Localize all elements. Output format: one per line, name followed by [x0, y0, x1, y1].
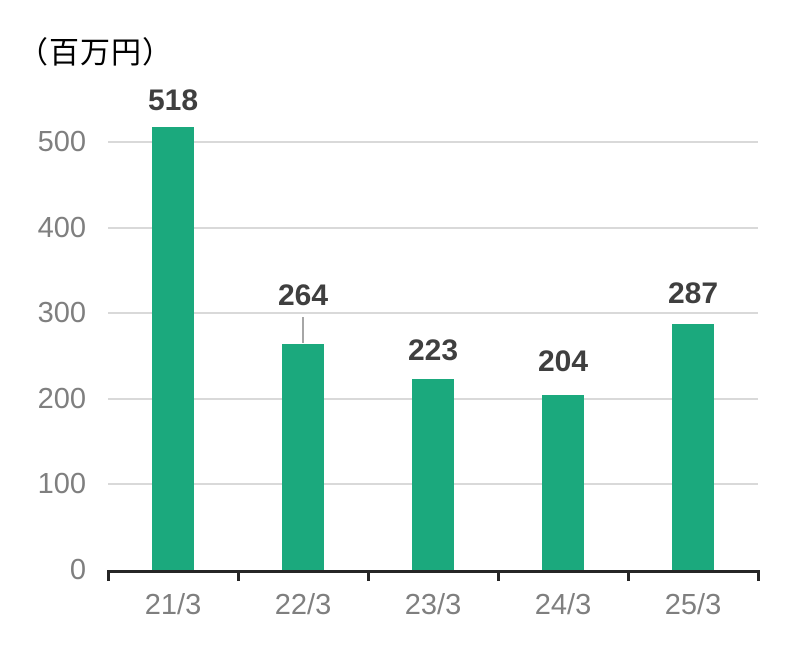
y-axis-label-400: 400	[37, 211, 86, 244]
bar-21-3	[152, 126, 194, 570]
label-leader-line	[302, 317, 304, 344]
x-axis-tick-3	[496, 570, 500, 581]
x-axis-tick-2	[366, 570, 370, 581]
data-label-22-3: 264	[277, 279, 329, 313]
x-axis-tick-0	[106, 570, 110, 581]
x-axis-line	[108, 570, 758, 573]
gridline-300	[108, 312, 758, 315]
y-axis-label-100: 100	[37, 468, 86, 501]
x-axis-label-22-3: 22/3	[274, 589, 332, 621]
x-axis-tick-1	[236, 570, 240, 581]
x-axis-label-23-3: 23/3	[404, 589, 462, 621]
x-axis-label-24-3: 24/3	[534, 589, 592, 621]
y-axis-label-200: 200	[37, 382, 86, 415]
y-axis-label-500: 500	[37, 126, 86, 158]
chart-title: （百万円）	[18, 37, 173, 70]
data-label-24-3: 204	[537, 345, 589, 379]
y-axis-label-0: 0	[69, 554, 86, 586]
bar-24-3	[542, 395, 584, 570]
x-axis-tick-4	[626, 570, 630, 581]
data-label-23-3: 223	[407, 334, 459, 368]
bar-22-3	[282, 344, 324, 570]
bar-25-3	[672, 324, 714, 570]
gridline-400	[108, 226, 758, 229]
y-axis-label-300: 300	[37, 297, 86, 330]
gridline-500	[108, 141, 758, 143]
x-axis-label-21-3: 21/3	[144, 589, 202, 621]
bar-23-3	[412, 379, 454, 570]
x-axis-tick-5	[756, 570, 760, 581]
data-label-25-3: 287	[667, 277, 719, 311]
x-axis-label-25-3: 25/3	[664, 589, 722, 621]
data-label-21-3: 518	[147, 83, 199, 117]
